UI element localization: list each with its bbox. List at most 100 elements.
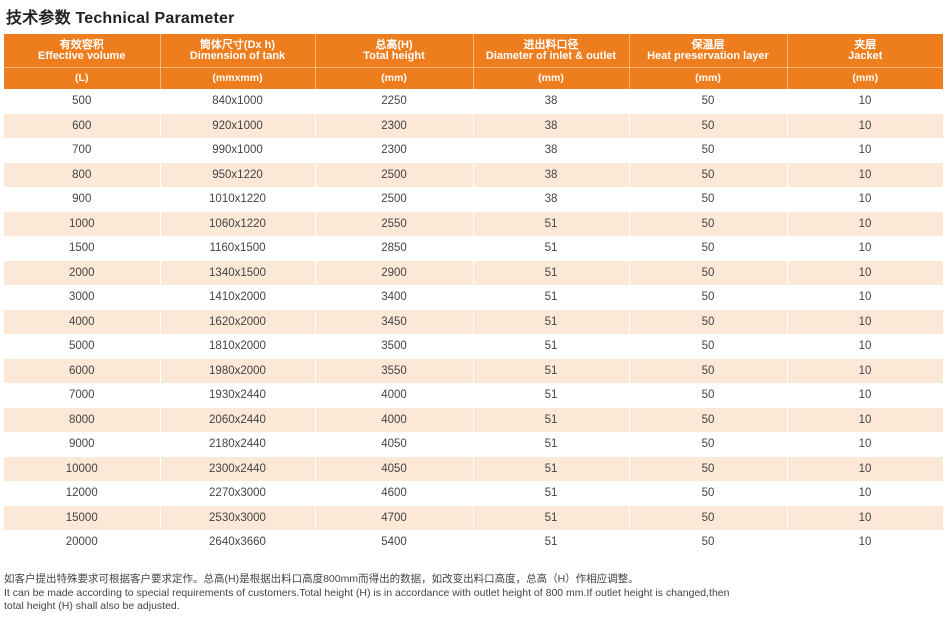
table-cell: 1620x2000 [160,309,316,334]
table-cell: 51 [473,456,630,481]
table-cell: 1010x1220 [160,187,316,212]
header-dimension: 筒体尺寸(Dx h) Dimension of tank [160,34,316,68]
header-title-row: 有效容积 Effective volume 筒体尺寸(Dx h) Dimension… [4,34,943,68]
table-cell: 4000 [315,407,474,432]
table-cell: 50 [629,162,788,187]
table-cell: 51 [473,285,630,310]
table-cell: 10 [787,358,944,383]
table-cell: 15000 [4,505,161,530]
table-cell: 900 [4,187,161,212]
table-cell: 50 [629,309,788,334]
table-cell: 51 [473,505,630,530]
table-cell: 2250 [315,89,474,114]
table-row: 1000 1060x1220 2550 51 50 10 [4,211,944,236]
table-cell: 51 [473,383,630,408]
table-cell: 51 [473,530,630,555]
table-cell: 10 [787,383,944,408]
table-cell: 50 [629,113,788,138]
table-cell: 51 [473,432,630,457]
table-row: 500 840x1000 2250 38 50 10 [4,89,944,114]
table-cell: 38 [473,89,630,114]
unit-cell: (L) [4,67,161,89]
table-cell: 4050 [315,432,474,457]
table-cell: 920x1000 [160,113,316,138]
table-cell: 950x1220 [160,162,316,187]
table-cell: 4050 [315,456,474,481]
table-cell: 38 [473,187,630,212]
header-en: Dimension of tank [189,49,286,62]
table-cell: 5000 [4,334,161,359]
table-cell: 10 [787,505,944,530]
table-row: 6000 1980x2000 3550 51 50 10 [4,358,944,383]
table-row: 3000 1410x2000 3400 51 50 10 [4,285,944,310]
table-cell: 51 [473,358,630,383]
table-cell: 50 [629,334,788,359]
table-cell: 50 [629,260,788,285]
unit-cell: (mmxmm) [160,67,316,89]
unit-cell: (mm) [473,67,630,89]
table-cell: 50 [629,432,788,457]
table-cell: 1000 [4,211,161,236]
table-cell: 2500 [315,162,474,187]
table-cell: 3400 [315,285,474,310]
table-cell: 38 [473,113,630,138]
table-cell: 1340x1500 [160,260,316,285]
table-cell: 10 [787,407,944,432]
footer-notes: 如客户提出特殊要求可根据客户要求定作。总高(H)是根据出料口高度800mm而得出… [4,573,934,614]
table-cell: 10 [787,309,944,334]
table-cell: 5400 [315,530,474,555]
table-cell: 2850 [315,236,474,261]
table-cell: 600 [4,113,161,138]
table-cell: 2060x2440 [160,407,316,432]
table-cell: 2180x2440 [160,432,316,457]
header-cn: 夹层 [854,38,877,51]
unit-cell: (mm) [629,67,788,89]
table-cell: 4000 [315,383,474,408]
table-cell: 51 [473,481,630,506]
table-row: 7000 1930x2440 4000 51 50 10 [4,383,944,408]
table-cell: 51 [473,334,630,359]
table-cell: 500 [4,89,161,114]
table-cell: 2300 [315,138,474,163]
table-cell: 4600 [315,481,474,506]
table-cell: 1980x2000 [160,358,316,383]
table-cell: 8000 [4,407,161,432]
table-cell: 10 [787,187,944,212]
table-row: 900 1010x1220 2500 38 50 10 [4,187,944,212]
header-cn: 保温层 [691,38,725,51]
table-cell: 10 [787,260,944,285]
table-row: 5000 1810x2000 3500 51 50 10 [4,334,944,359]
header-effective-volume: 有效容积 Effective volume [4,34,161,68]
table-cell: 10 [787,138,944,163]
table-cell: 50 [629,211,788,236]
table-row: 4000 1620x2000 3450 51 50 10 [4,309,944,334]
table-cell: 800 [4,162,161,187]
unit-cell: (mm) [315,67,474,89]
table-row: 8000 2060x2440 4000 51 50 10 [4,407,944,432]
table-cell: 2270x3000 [160,481,316,506]
table-cell: 50 [629,187,788,212]
table-cell: 1500 [4,236,161,261]
table-cell: 2000 [4,260,161,285]
table-cell: 2900 [315,260,474,285]
table-cell: 10 [787,236,944,261]
table-cell: 700 [4,138,161,163]
header-en: Heat preservation layer [647,49,769,62]
header-en: Jacket [848,49,883,62]
table-cell: 3550 [315,358,474,383]
header-unit-row: (L) (mmxmm) (mm) (mm) (mm) (mm) [4,67,943,89]
header-en: Effective volume [38,49,126,62]
table-cell: 10000 [4,456,161,481]
table-cell: 7000 [4,383,161,408]
header-diameter: 进出料口径 Diameter of inlet & outlet [473,34,630,68]
table-cell: 4000 [4,309,161,334]
table-cell: 10 [787,456,944,481]
table-cell: 38 [473,162,630,187]
header-en: Total height [363,49,425,62]
table-cell: 51 [473,211,630,236]
footer-note-en-line1: It can be made according to special requ… [4,586,730,599]
table-cell: 990x1000 [160,138,316,163]
table-cell: 6000 [4,358,161,383]
table-cell: 1810x2000 [160,334,316,359]
header-cn: 总高(H) [375,38,413,51]
